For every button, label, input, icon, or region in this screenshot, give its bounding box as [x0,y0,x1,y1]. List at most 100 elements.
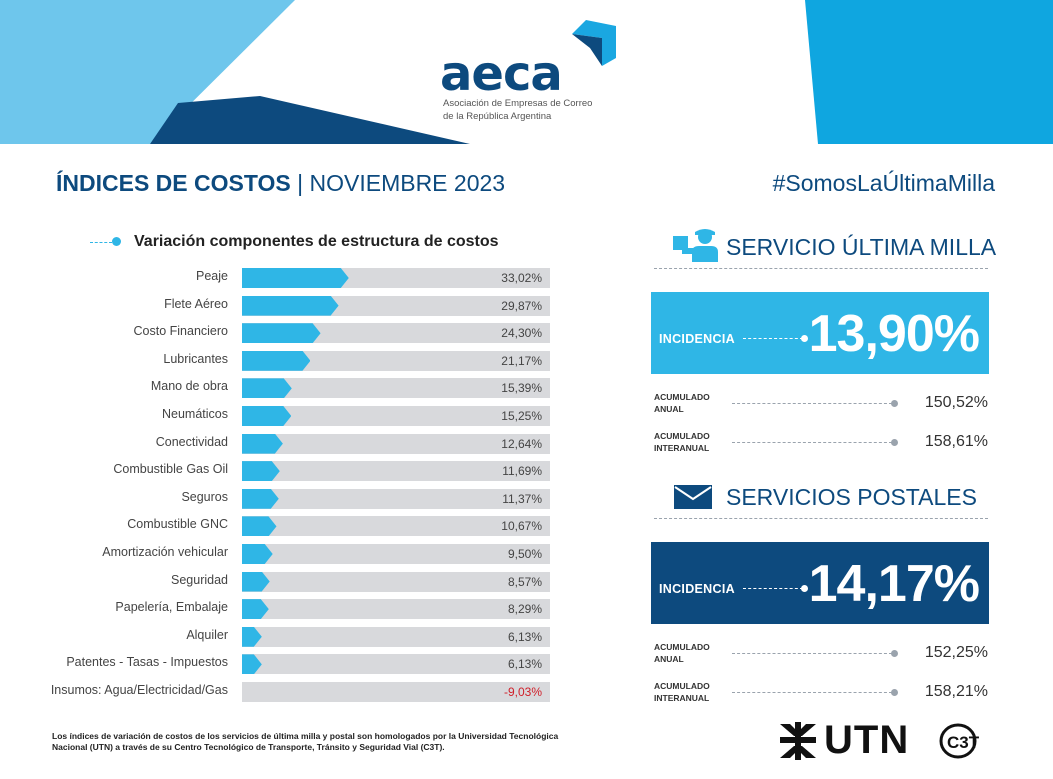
bar-row: Seguridad 8,57% [0,569,560,597]
logo-subtitle-line2: de la República Argentina [443,111,552,122]
envelope-icon [674,485,712,509]
bar-row: Neumáticos 15,25% [0,403,560,431]
title-main: ÍNDICES DE COSTOS [56,170,291,196]
accumulated-value: 158,21% [924,683,988,700]
bar-track: 29,87% [242,295,550,316]
bar-value-label: 33,02% [501,271,542,285]
bar [242,627,262,647]
accumulated-label-line2: ANUAL [654,654,684,664]
bar [242,654,262,674]
bar-row: Mano de obra 15,39% [0,375,560,403]
bar-value-label: 6,13% [507,629,542,644]
bar-value-label: 6,13% [507,657,542,672]
bar-row: Alquiler 6,13% [0,624,560,652]
bar-value-label: 11,69% [502,464,542,479]
bar-track: -9,03% [242,681,550,702]
bar-value-label: 10,67% [501,519,542,534]
bar-category-label: Papelería, Embalaje [115,600,228,615]
accumulated-label: ACUMULADO INTERANUAL [654,680,734,704]
bar-category-label: Peaje [196,269,228,283]
bar-category-label: Amortización vehicular [102,544,228,559]
divider [654,268,988,269]
accumulated-value: 152,25% [924,644,988,661]
bar-value-label: 21,17% [501,353,542,368]
accumulated-label-line2: INTERANUAL [654,693,710,703]
leader-line [732,692,892,693]
accumulated-label-line2: ANUAL [654,404,684,414]
incidence-box-postal: INCIDENCIA 14,17% [651,542,989,624]
bar-category-label: Seguridad [171,572,228,587]
leader-dot [891,650,898,657]
logo-subtitle: Asociación de Empresas de Correo de la R… [443,97,592,123]
bar-category-label: Alquiler [186,627,228,642]
bar-track: 9,50% [242,543,550,564]
incidence-value: 14,17% [808,555,980,613]
header-banner: aeca Asociación de Empresas de Correo de… [0,0,1053,144]
bar-category-label: Conectividad [155,434,228,449]
bar-row: Amortización vehicular 9,50% [0,541,560,569]
bar-value-label: 29,87% [501,298,542,313]
bar-value-label: 24,30% [501,326,542,341]
bar-row: Combustible Gas Oil 11,69% [0,458,560,486]
chart-title-text: Variación componentes de estructura de c… [134,233,499,250]
footnote: Los índices de variación de costos de lo… [52,731,559,752]
bar-value-label: 11,37% [502,491,542,506]
title-separator: | [297,170,304,196]
chart-title: Variación componentes de estructura de c… [90,233,499,251]
bar [242,268,349,288]
bar-row: Peaje 33,02% [0,265,560,293]
bar-track: 15,25% [242,405,550,426]
bar-row: Combustible GNC 10,67% [0,513,560,541]
bar [242,461,280,481]
bar-value-label: 9,50% [507,546,542,561]
bar-category-label: Costo Financiero [133,324,229,339]
accumulated-yoy-last-mile: ACUMULADO INTERANUAL 158,61% [654,430,990,460]
incidence-label: INCIDENCIA [659,582,735,596]
accumulated-annual-last-mile: ACUMULADO ANUAL 150,52% [654,391,990,421]
bar-value-label: 12,64% [501,436,542,451]
utn-logo-text: UTN [824,718,910,762]
c3t-logo-text: C3T [947,733,980,752]
accumulated-yoy-postal: ACUMULADO INTERANUAL 158,21% [654,680,990,710]
bar-track: 8,29% [242,599,550,620]
incidence-value: 13,90% [808,305,980,363]
bar-row: Papelería, Embalaje 8,29% [0,596,560,624]
aeca-logo: aeca Asociación de Empresas de Correo de… [440,18,640,128]
leader-line [732,403,892,404]
bar-row: Conectividad 12,64% [0,431,560,459]
bar-value-label: 15,25% [501,408,542,423]
hashtag: #SomosLaÚltimaMilla [772,170,995,196]
bar [242,599,269,619]
accumulated-value: 150,52% [924,394,988,411]
accumulated-annual-postal: ACUMULADO ANUAL 152,25% [654,641,990,671]
leader-line [732,442,892,443]
accumulated-label: ACUMULADO ANUAL [654,391,734,415]
bar-track: 11,37% [242,488,550,509]
delivery-person-icon [673,229,718,262]
bar [242,378,292,398]
bar-category-label: Flete Aéreo [164,296,228,311]
utn-emblem-icon [780,722,816,760]
bar-row: Lubricantes 21,17% [0,348,560,376]
bar-category-label: Patentes - Tasas - Impuestos [66,655,228,670]
bar [242,296,339,316]
bar-track: 21,17% [242,350,550,371]
accumulated-label-line2: INTERANUAL [654,443,710,453]
bar-track: 33,02% [242,268,550,288]
leader-dot [801,585,808,592]
bar [242,516,277,536]
cost-bar-chart: Peaje 33,02% Flete Aéreo 29,87% Costo Financ… [0,265,560,707]
bar [242,323,321,343]
bar [242,489,279,509]
bar-track: 6,13% [242,626,550,647]
bar [242,406,291,426]
bar-track: 15,39% [242,378,550,399]
bar-value-label: 15,39% [501,381,542,396]
leader-dot [891,689,898,696]
accumulated-label: ACUMULADO INTERANUAL [654,430,734,454]
bar-category-label: Mano de obra [150,379,228,394]
bar-row: Costo Financiero 24,30% [0,320,560,348]
bar-row: Insumos: Agua/Electricidad/Gas -9,03% [0,679,560,707]
bar-row: Flete Aéreo 29,87% [0,293,560,321]
bar-value-label: -9,03% [503,684,542,699]
